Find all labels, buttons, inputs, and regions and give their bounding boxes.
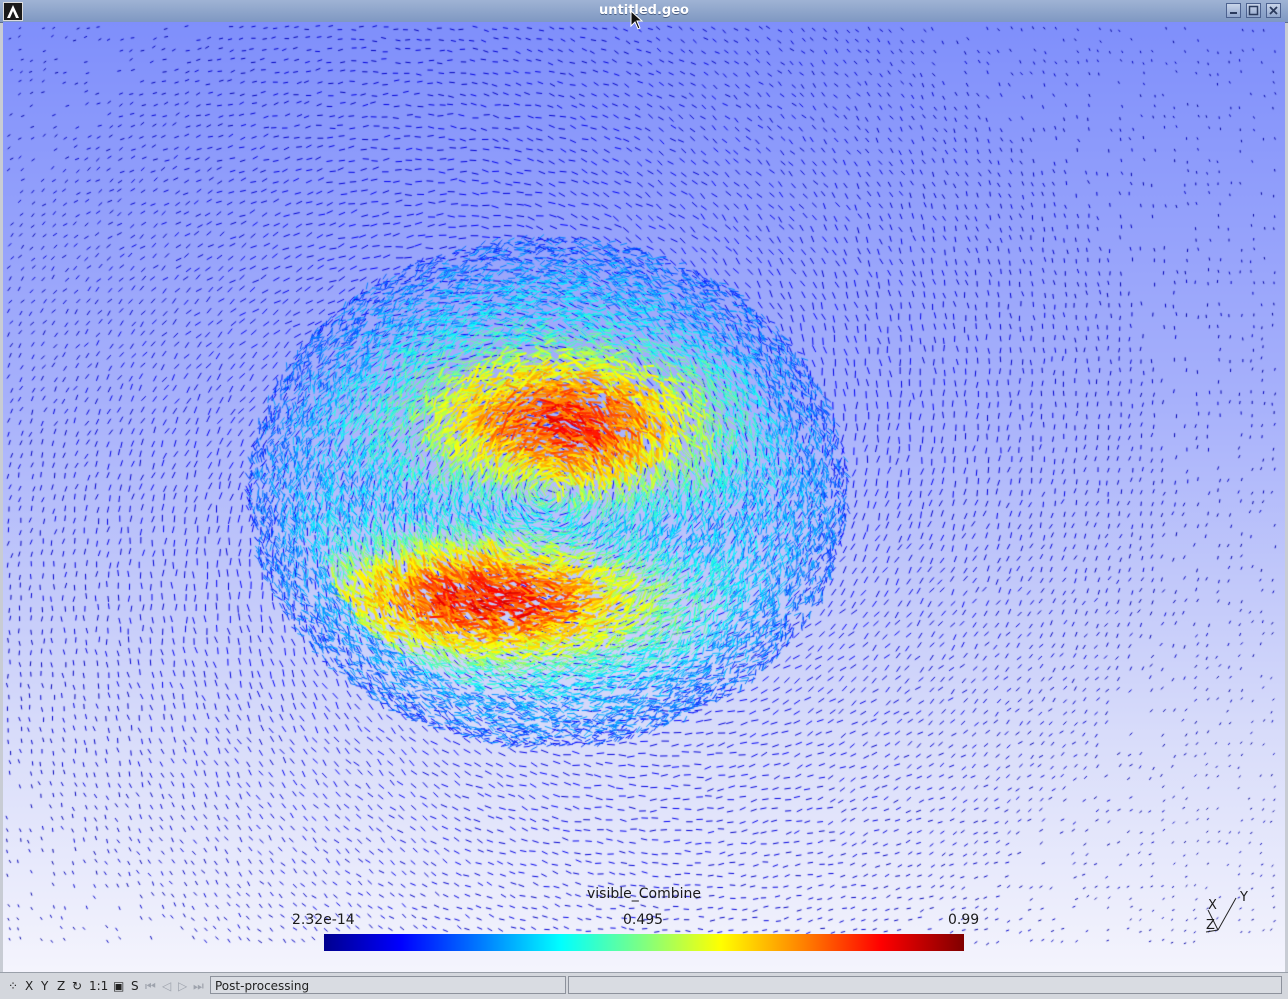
axis-z-label: Z xyxy=(1206,918,1215,933)
projection-icon[interactable]: ▣ xyxy=(113,979,125,993)
minimize-button[interactable] xyxy=(1226,3,1241,18)
axis-y-label: Y xyxy=(1240,890,1248,905)
colorbar-mid-label: 0.495 xyxy=(623,912,664,928)
next-step-icon[interactable]: ▷ xyxy=(178,979,188,993)
status-message: Post-processing xyxy=(210,976,566,994)
last-step-icon[interactable]: ⏭ xyxy=(193,979,204,993)
view-x-button[interactable]: X xyxy=(25,979,34,993)
snapshot-button[interactable]: S xyxy=(131,979,139,993)
axis-x-label: X xyxy=(1208,898,1217,913)
axes-indicator: X Y Z xyxy=(1198,890,1258,944)
status-message-secondary xyxy=(568,976,1282,994)
status-bar: ⁘ X Y Z ↻ 1:1 ▣ S ⏮ ◁ ▷ ⏭ Post-processin… xyxy=(0,972,1288,999)
options-icon[interactable]: ⁘ xyxy=(8,979,19,993)
axes-icon xyxy=(1205,897,1237,933)
view-y-button[interactable]: Y xyxy=(41,979,49,993)
vector-field-plot[interactable] xyxy=(3,22,1285,972)
rotate-icon[interactable]: ↻ xyxy=(72,979,83,993)
close-button[interactable] xyxy=(1266,3,1281,18)
previous-step-icon[interactable]: ◁ xyxy=(162,979,172,993)
colorbar-title: visible_Combine xyxy=(587,886,701,902)
colorbar-max-label: 0.99 xyxy=(948,912,980,928)
first-step-icon[interactable]: ⏮ xyxy=(145,979,156,993)
colorbar xyxy=(324,934,964,951)
app-logo-icon[interactable] xyxy=(3,2,23,21)
mouse-cursor-icon xyxy=(630,10,644,30)
scale-1-1-button[interactable]: 1:1 xyxy=(89,979,109,993)
colorbar-min-label: 2.32e-14 xyxy=(292,912,355,928)
graphics-viewport[interactable]: visible_Combine 2.32e-14 0.495 0.99 X Y … xyxy=(3,22,1285,972)
view-z-button[interactable]: Z xyxy=(57,979,66,993)
title-bar[interactable]: untitled.geo xyxy=(0,0,1288,23)
maximize-button[interactable] xyxy=(1246,3,1261,18)
window-title: untitled.geo xyxy=(599,3,689,18)
